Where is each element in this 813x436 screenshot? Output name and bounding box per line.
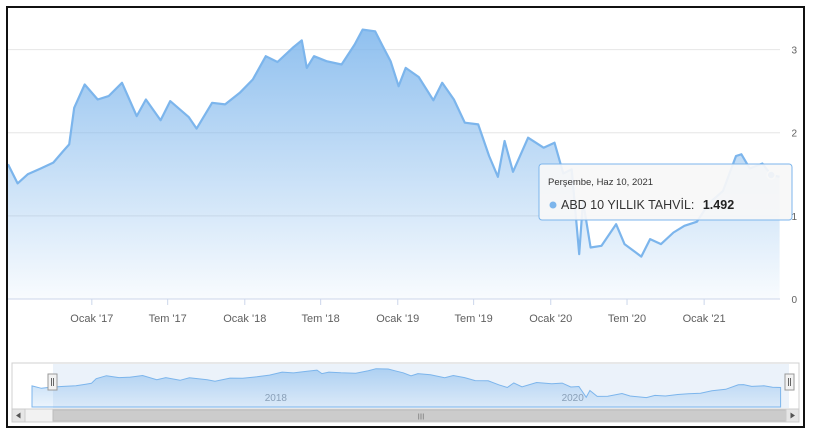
y-tick-label: 3 (791, 46, 797, 57)
tooltip: Perşembe, Haz 10, 2021 ABD 10 YILLIK TAH… (538, 163, 793, 221)
tooltip-date: Perşembe, Haz 10, 2021 (548, 177, 653, 188)
scrollbar-grip: III (418, 413, 425, 422)
arrow-right-icon (790, 412, 795, 419)
scroll-right-button[interactable] (785, 408, 800, 423)
x-tick-label: Ocak '20 (529, 313, 572, 325)
scroll-left-button[interactable] (11, 408, 26, 423)
scrollbar[interactable]: III (11, 408, 800, 423)
y-tick-label: 2 (791, 129, 797, 140)
x-tick-label: Ocak '18 (223, 313, 266, 325)
tooltip-series-line: ABD 10 YILLIK TAHVİL: 1.492 (561, 196, 734, 213)
arrow-left-icon (16, 412, 21, 419)
x-tick-label: Ocak '17 (70, 313, 113, 325)
y-tick-label: 1 (791, 212, 797, 223)
navigator-left-handle[interactable] (47, 373, 58, 391)
navigator-year-label: 2018 (265, 393, 288, 404)
x-tick-label: Tem '19 (455, 313, 493, 325)
x-tick-label: Ocak '21 (683, 313, 726, 325)
series-area (8, 29, 780, 299)
navigator[interactable]: 2018 2020 (11, 362, 800, 410)
navigator-right-handle[interactable] (784, 373, 795, 391)
navigator-year-label: 2020 (562, 393, 585, 404)
navigator-series-area (31, 368, 782, 408)
x-axis: Ocak '17 Tem '17 Ocak '18 Tem '18 Ocak '19 Te… (8, 298, 780, 325)
tooltip-box (538, 163, 793, 221)
navigator-axis-labels: 2018 2020 (265, 393, 585, 404)
x-tick-label: Tem '17 (149, 313, 187, 325)
tooltip-series-dot (549, 201, 557, 209)
x-tick-label: Tem '18 (302, 313, 340, 325)
x-tick-label: Tem '20 (608, 313, 646, 325)
tooltip-series-name: ABD 10 YILLIK TAHVİL: (561, 198, 694, 212)
y-tick-label: 0 (791, 295, 797, 306)
series-line (7, 28, 780, 258)
tooltip-value: 1.492 (703, 198, 734, 212)
x-tick-label: Ocak '19 (376, 313, 419, 325)
y-axis: 0 1 2 3 (791, 46, 797, 306)
